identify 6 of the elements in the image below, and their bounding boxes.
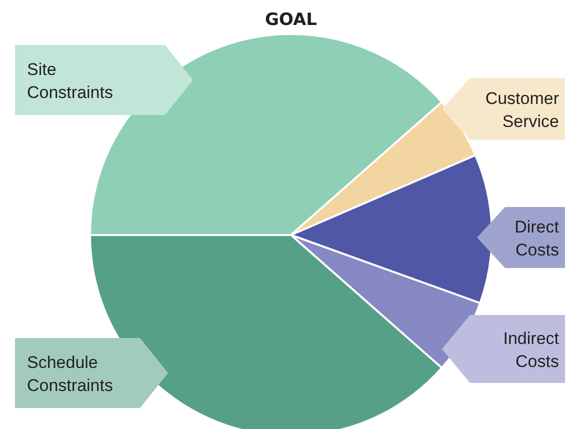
slice-label: Customer Service [485, 89, 560, 131]
slice-label: Indirect Costs [503, 329, 560, 371]
slice-label: Site Constraints [27, 60, 113, 102]
chart-title: GOAL [265, 10, 318, 30]
slice-label: Direct Costs [514, 218, 560, 260]
slice-label: Schedule Constraints [27, 353, 113, 395]
